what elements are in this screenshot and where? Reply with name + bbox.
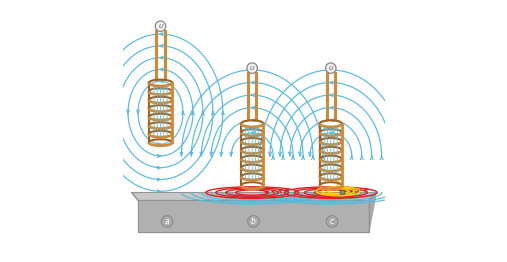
Circle shape bbox=[248, 216, 259, 227]
Polygon shape bbox=[138, 200, 369, 232]
Polygon shape bbox=[132, 193, 375, 200]
Text: b: b bbox=[251, 217, 256, 226]
Circle shape bbox=[325, 63, 336, 73]
Text: U: U bbox=[158, 24, 163, 29]
Circle shape bbox=[247, 63, 258, 73]
Text: c: c bbox=[330, 217, 334, 226]
FancyBboxPatch shape bbox=[340, 190, 345, 194]
Text: a: a bbox=[165, 217, 169, 226]
Text: U: U bbox=[250, 66, 255, 71]
Circle shape bbox=[327, 216, 338, 227]
Polygon shape bbox=[369, 193, 375, 232]
Text: U: U bbox=[329, 66, 333, 71]
Circle shape bbox=[161, 216, 173, 227]
Circle shape bbox=[155, 21, 166, 31]
